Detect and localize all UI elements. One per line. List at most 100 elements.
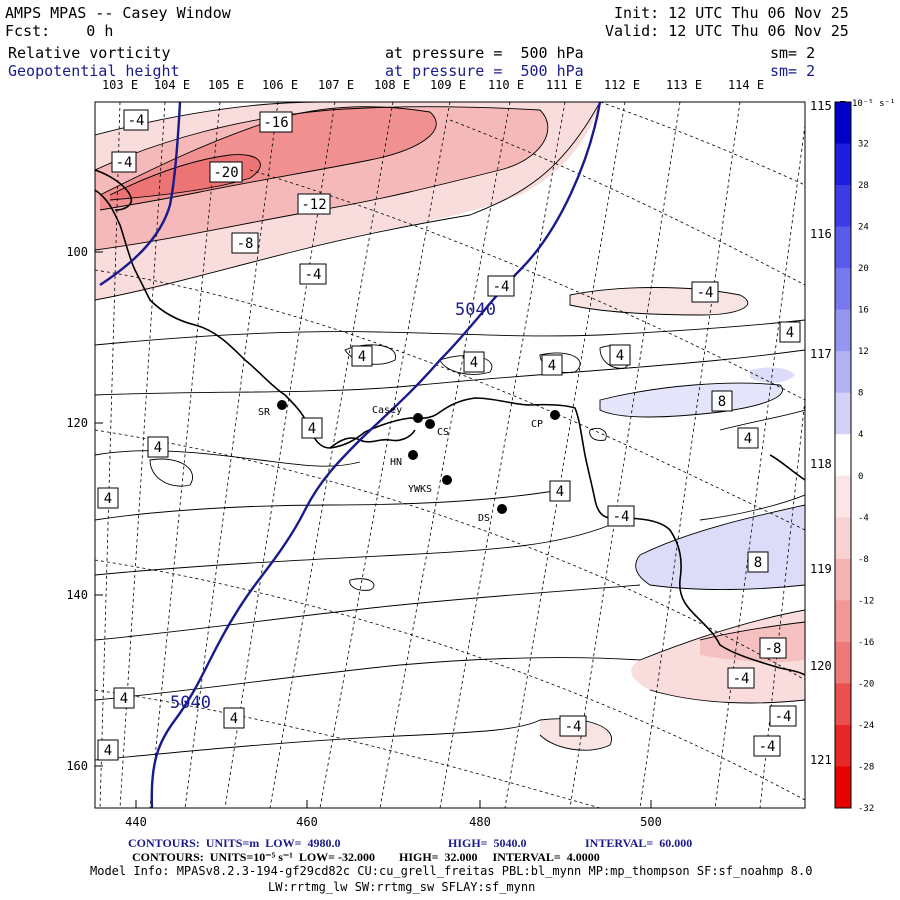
station-marker-cs[interactable] — [425, 419, 435, 429]
colorbar-unit: 10⁻⁵ s⁻¹ — [852, 99, 895, 109]
svg-text:113 E: 113 E — [666, 78, 702, 92]
init-time: Init: 12 UTC Thu 06 Nov 25 — [614, 4, 849, 22]
svg-text:440: 440 — [125, 815, 147, 829]
pos-vort-patch-e2 — [600, 383, 783, 417]
vort-label: -4 — [123, 109, 149, 131]
vort-label: 4 — [97, 487, 119, 509]
svg-text:110 E: 110 E — [488, 78, 524, 92]
vort-label: 8 — [747, 551, 769, 573]
vort-label: 4 — [97, 739, 119, 761]
vort-label: 4 — [609, 344, 631, 366]
station-label-casey: Casey — [372, 405, 402, 416]
colorbar-tick-label: 4 — [858, 430, 863, 440]
svg-text:-8: -8 — [765, 641, 782, 657]
station-label-cp: CP — [531, 419, 543, 430]
svg-text:140: 140 — [66, 588, 88, 602]
field1-smoothing: sm= 2 — [770, 44, 816, 62]
colorbar-swatch — [835, 268, 851, 311]
vorticity-labels: -4 -4 -16 -20 -12 -8 -4 -4 -4 4 4 4 4 4 … — [97, 109, 801, 761]
colorbar-swatch — [835, 351, 851, 394]
field2-name: Geopotential height — [8, 62, 180, 80]
footer-model-info-2: LW:rrtmg_lw SW:rrtmg_sw SFLAY:sf_mynn — [268, 880, 536, 894]
svg-text:-4: -4 — [565, 719, 582, 735]
vort-label: 4 — [463, 351, 485, 373]
vort-label: -4 — [111, 151, 137, 173]
forecast-hour: Fcst: 0 h — [5, 22, 114, 40]
longitude-labels-top: 103 E 104 E 105 E 106 E 107 E 108 E 109 … — [102, 78, 764, 92]
map-title: AMPS MPAS -- Casey Window — [5, 4, 231, 22]
colorbar-tick-label: -32 — [858, 804, 874, 814]
footer-model-info: Model Info: MPASv8.2.3-194-gf29cd82c CU:… — [90, 864, 813, 878]
height-label-5040-north: 5040 — [455, 300, 496, 320]
vort-label: -4 — [559, 715, 587, 737]
colorbar-swatch — [835, 724, 851, 767]
station-marker-hn[interactable] — [408, 450, 418, 460]
svg-text:4: 4 — [104, 491, 112, 507]
colorbar-tick-label: 20 — [858, 264, 869, 274]
colorbar-tick-label: -28 — [858, 762, 874, 772]
svg-text:4: 4 — [230, 711, 238, 727]
svg-text:480: 480 — [469, 815, 491, 829]
colorbar-tick-label: 12 — [858, 347, 869, 357]
vort-label: 4 — [147, 436, 169, 458]
footer-vorticity-contours: CONTOURS: UNITS=10⁻⁵ s⁻¹ LOW= -32.000 HI… — [132, 850, 600, 864]
svg-text:109 E: 109 E — [430, 78, 466, 92]
vort-label: 4 — [223, 707, 245, 729]
valid-time: Valid: 12 UTC Thu 06 Nov 25 — [605, 22, 849, 40]
colorbar-swatch — [835, 392, 851, 435]
footer-height-interval: INTERVAL= 60.000 — [585, 836, 693, 850]
colorbar-swatch — [835, 143, 851, 186]
plot-border — [94, 101, 806, 809]
svg-text:8: 8 — [718, 394, 726, 410]
svg-text:4: 4 — [120, 691, 128, 707]
colorbar-swatch — [835, 102, 851, 145]
vort-label: 4 — [737, 427, 759, 449]
svg-text:-4: -4 — [493, 279, 510, 295]
svg-text:-4: -4 — [697, 285, 714, 301]
stations: SR Casey CS HN YWKS DS CP — [258, 400, 560, 524]
vort-label: 4 — [113, 687, 135, 709]
svg-text:4: 4 — [308, 421, 316, 437]
latitude-lines — [95, 102, 805, 808]
svg-text:4: 4 — [744, 431, 752, 447]
svg-text:-4: -4 — [116, 155, 133, 171]
station-label-hn: HN — [390, 457, 402, 468]
svg-text:-4: -4 — [128, 113, 145, 129]
vort-label: -20 — [209, 161, 243, 183]
vort-label: 4 — [779, 321, 801, 343]
vort-label: 4 — [301, 417, 323, 439]
svg-text:460: 460 — [296, 815, 318, 829]
colorbar-swatch — [835, 309, 851, 352]
vort-label: -8 — [231, 232, 259, 254]
footer-height-high: HIGH= 5040.0 — [448, 836, 527, 850]
station-label-ywks: YWKS — [408, 484, 432, 495]
vort-label: -16 — [259, 111, 293, 133]
station-label-cs: CS — [437, 427, 449, 438]
svg-text:4: 4 — [470, 355, 478, 371]
station-marker-ywks[interactable] — [442, 475, 452, 485]
colorbar-swatch — [835, 185, 851, 228]
station-marker-sr[interactable] — [277, 400, 287, 410]
svg-text:105 E: 105 E — [208, 78, 244, 92]
svg-text:112 E: 112 E — [604, 78, 640, 92]
vort-label: -4 — [769, 705, 797, 727]
station-marker-ds[interactable] — [497, 504, 507, 514]
station-marker-cp[interactable] — [550, 410, 560, 420]
vort-label: 8 — [711, 390, 733, 412]
vort-label: -4 — [753, 735, 781, 757]
svg-text:4: 4 — [358, 349, 366, 365]
vort-label: -4 — [727, 667, 755, 689]
svg-text:500: 500 — [640, 815, 662, 829]
colorbar-swatch — [835, 517, 851, 560]
colorbar-swatch — [835, 558, 851, 601]
field1-level: at pressure = 500 hPa — [385, 44, 584, 62]
height-contour-5040 — [99, 102, 602, 808]
colorbar-tick-label: 32 — [858, 140, 869, 150]
colorbar-swatch — [835, 226, 851, 269]
y-axis-labels: 100 120 140 160 — [66, 245, 88, 773]
neg-vort-shade-mid — [95, 106, 548, 250]
svg-text:120: 120 — [66, 416, 88, 430]
colorbar-swatch — [835, 475, 851, 518]
station-marker-casey[interactable] — [413, 413, 423, 423]
